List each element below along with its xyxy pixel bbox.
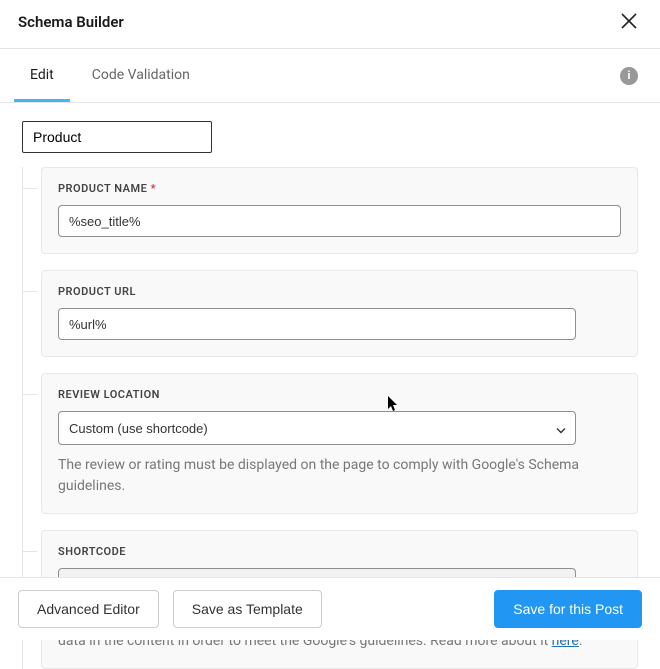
field-review-location: REVIEW LOCATION The review or rating mus…: [41, 373, 638, 514]
footer: Advanced Editor Save as Template Save fo…: [0, 577, 660, 640]
review-location-select[interactable]: [58, 411, 576, 445]
tab-edit[interactable]: Edit: [14, 49, 70, 102]
product-url-label: PRODUCT URL: [58, 285, 621, 298]
label-text: PRODUCT NAME: [58, 182, 147, 195]
schema-type-input[interactable]: [22, 121, 212, 153]
save-post-button[interactable]: Save for this Post: [494, 590, 642, 628]
tabs: Edit Code Validation i: [0, 49, 660, 103]
field-product-name: PRODUCT NAME *: [41, 167, 638, 254]
review-location-label: REVIEW LOCATION: [58, 388, 621, 401]
tab-code-validation[interactable]: Code Validation: [76, 49, 206, 102]
required-mark: *: [151, 182, 156, 195]
modal-title: Schema Builder: [18, 13, 124, 31]
modal-header: Schema Builder: [0, 0, 660, 49]
product-name-label: PRODUCT NAME *: [58, 182, 621, 195]
review-location-select-wrapper: [58, 411, 576, 445]
review-location-help: The review or rating must be displayed o…: [58, 455, 621, 497]
close-icon[interactable]: [614, 8, 644, 36]
shortcode-label: SHORTCODE: [58, 545, 621, 558]
info-icon[interactable]: i: [620, 67, 638, 85]
save-template-button[interactable]: Save as Template: [173, 590, 322, 628]
advanced-editor-button[interactable]: Advanced Editor: [18, 590, 159, 628]
product-name-input[interactable]: [58, 205, 621, 237]
product-url-input[interactable]: [58, 308, 576, 340]
field-product-url: PRODUCT URL: [41, 270, 638, 357]
